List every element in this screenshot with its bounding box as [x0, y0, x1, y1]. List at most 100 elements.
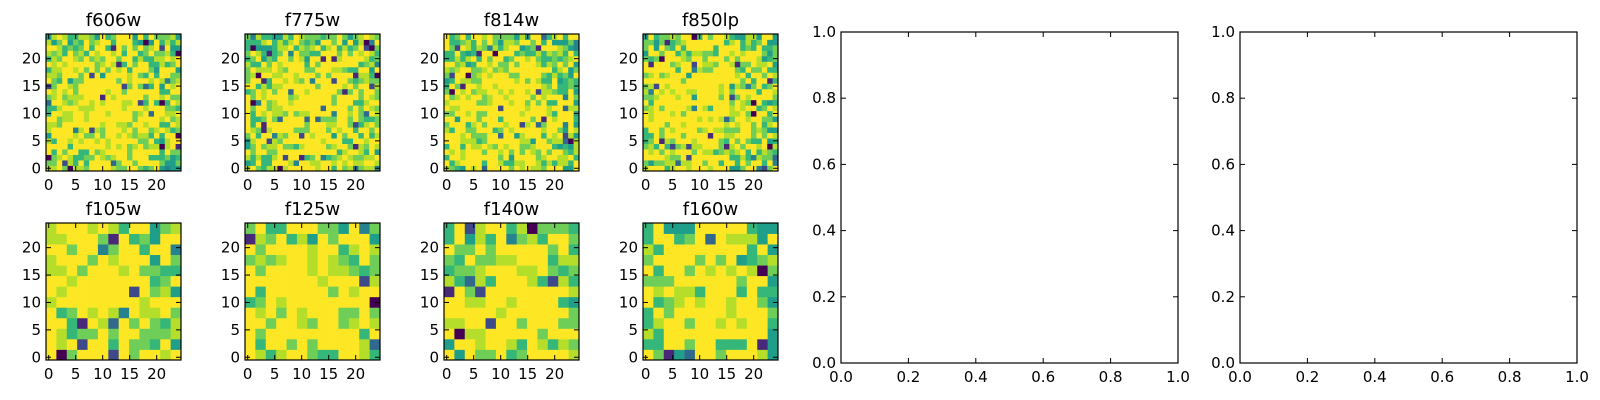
heatmap-cell [137, 127, 144, 134]
heatmap-cell [250, 94, 257, 101]
heatmap-cell [713, 121, 719, 128]
heatmap-cell [525, 50, 531, 57]
heatmap-cell [304, 116, 311, 123]
heatmap-cell [282, 72, 289, 79]
heatmap-cell [546, 50, 553, 57]
heatmap-cell [734, 165, 741, 172]
heatmap-cell [465, 39, 472, 46]
heatmap-cell [255, 116, 262, 123]
heatmap-cell [245, 121, 251, 128]
heatmap-cell [675, 105, 682, 112]
heatmap-cell [503, 83, 510, 90]
heatmap-cell [143, 127, 149, 134]
heatmap-cell [519, 66, 526, 73]
heatmap-cell [535, 83, 542, 90]
heatmap-cell [726, 349, 737, 361]
heatmap-cell [293, 99, 300, 106]
heatmap-cell [326, 77, 332, 84]
heatmap-cell [317, 254, 329, 266]
heatmap-cell [751, 94, 757, 101]
heatmap-cell [713, 149, 719, 155]
heatmap-cell [535, 39, 542, 46]
heatmap-cell [465, 149, 472, 155]
heatmap-cell [369, 55, 375, 62]
heatmap-cell [331, 154, 338, 161]
heatmap-cell [562, 154, 569, 161]
heatmap-cell [245, 61, 251, 68]
heatmap-cell [338, 338, 350, 350]
heatmap-cell [347, 61, 354, 68]
heatmap-cell [148, 165, 155, 172]
heatmap-cell [697, 88, 703, 95]
heatmap-cell [503, 160, 510, 166]
heatmap-cell [137, 50, 144, 57]
heatmap-cell [751, 127, 757, 134]
heatmap-cell [137, 160, 144, 166]
heatmap-cell [547, 233, 559, 245]
heatmap-cell [83, 77, 90, 84]
heatmap-cell [282, 132, 289, 139]
heatmap-cell [78, 88, 85, 95]
x-tick-label: 10 [93, 176, 112, 194]
heatmap-cell [465, 121, 472, 128]
heatmap-cell [686, 143, 692, 150]
heatmap-cell [460, 34, 466, 40]
heatmap-cell [358, 116, 365, 123]
heatmap-cell [535, 72, 542, 79]
heatmap-cell [508, 88, 515, 95]
heatmap-cell [734, 94, 741, 101]
heatmap-cell [713, 105, 719, 112]
heatmap-cell [358, 39, 365, 46]
heatmap-cell [653, 34, 660, 40]
heatmap-cell [266, 77, 273, 84]
heatmap-cell [105, 127, 112, 134]
heatmap-cell [761, 99, 768, 106]
heatmap-cell [78, 165, 85, 172]
heatmap-cell [449, 55, 456, 62]
heatmap-cell [261, 50, 267, 57]
heatmap-cell [546, 165, 553, 172]
heatmap-cell [288, 99, 294, 106]
heatmap-cell [736, 223, 748, 234]
heatmap-cell [105, 149, 112, 155]
heatmap-cell [767, 160, 773, 166]
heatmap-cell [282, 116, 289, 123]
heatmap-cell [508, 116, 515, 123]
heatmap-cell [694, 244, 706, 256]
heatmap-cell [767, 66, 773, 73]
heatmap-cell [492, 83, 499, 90]
heatmap-cell [527, 254, 538, 266]
heatmap-cell [535, 121, 542, 128]
heatmap-cell [643, 72, 649, 79]
heatmap-cell [705, 223, 717, 234]
heatmap-cell [266, 94, 273, 101]
heatmap-cell [464, 349, 476, 361]
heatmap-cell [87, 307, 99, 319]
heatmap-cell [51, 83, 58, 90]
heatmap-cell [568, 138, 574, 144]
heatmap-cell [347, 39, 354, 46]
heatmap-cell [471, 77, 477, 84]
heatmap-cell [139, 317, 151, 329]
heatmap-cell [139, 286, 151, 298]
x-tick-label: 5 [469, 365, 479, 383]
heatmap-cell [317, 317, 329, 329]
heatmap-cell [336, 44, 343, 51]
heatmap-cell [100, 88, 106, 95]
heatmap-cell [67, 160, 74, 166]
panel-title: f125w [285, 199, 340, 220]
heatmap-cell [460, 132, 466, 139]
heatmap-cell [498, 116, 504, 123]
heatmap-cell [659, 127, 665, 134]
heatmap-cell [160, 317, 172, 329]
heatmap-cell [118, 275, 130, 287]
heatmap-cell [100, 94, 106, 101]
heatmap-cell [288, 127, 294, 134]
heatmap-cell [718, 61, 725, 68]
heatmap-cell [245, 77, 251, 84]
heatmap-cell [250, 50, 257, 57]
heatmap-cell [508, 77, 515, 84]
heatmap-cell [729, 61, 736, 68]
heatmap-cell [476, 138, 483, 144]
